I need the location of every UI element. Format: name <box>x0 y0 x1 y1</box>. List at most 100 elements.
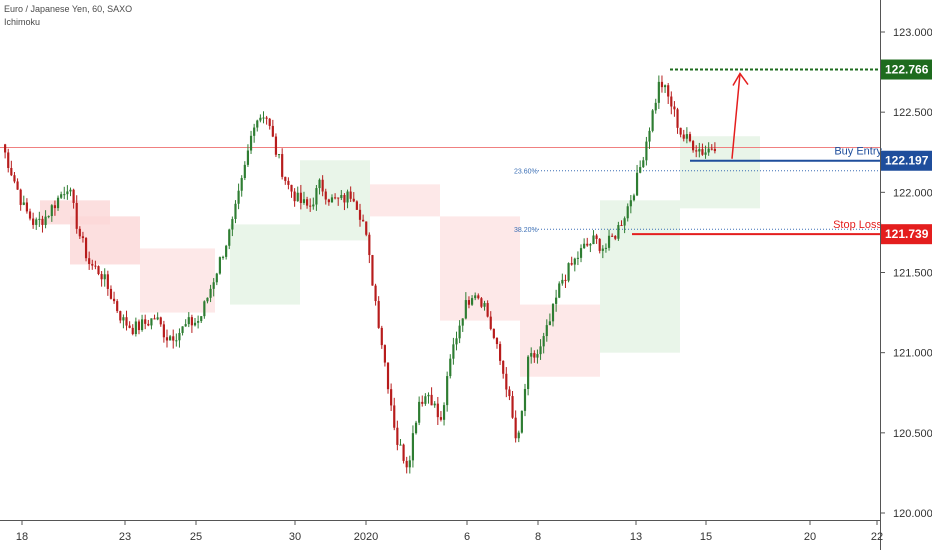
time-axis[interactable]: 18 23 25 30 2020 6 8 13 15 20 22 <box>0 520 883 543</box>
candle-body <box>209 288 212 298</box>
candle-body <box>190 317 193 326</box>
candle-body <box>663 85 667 88</box>
candle-body <box>78 228 81 237</box>
time-tick-label: 22 <box>871 531 883 543</box>
candle-body <box>7 152 10 168</box>
ichimoku-cloud <box>70 216 140 265</box>
candle-body <box>601 248 604 251</box>
candle-body <box>19 189 22 205</box>
candle-body <box>583 243 586 249</box>
candle-body <box>514 417 517 439</box>
candle-body <box>262 117 265 119</box>
candle-body <box>657 81 660 103</box>
candle-body <box>84 238 88 259</box>
candle-body <box>53 205 57 209</box>
ichimoku-cloud <box>230 224 300 305</box>
candle-body <box>60 194 63 198</box>
candle-body <box>44 216 47 225</box>
candle-body <box>312 204 315 207</box>
time-tick-label: 13 <box>630 531 642 543</box>
candle-body <box>337 197 340 199</box>
candle-body <box>371 255 374 286</box>
ichimoku-cloud <box>140 248 215 313</box>
candle-body <box>604 247 608 249</box>
candle-body <box>56 197 60 209</box>
candle-body <box>47 216 50 218</box>
time-tick-label: 23 <box>119 531 131 543</box>
candle-body <box>427 394 430 397</box>
candle-body <box>346 191 349 203</box>
candle-body <box>131 327 134 335</box>
candle-body <box>505 373 508 390</box>
candle-body <box>315 188 318 205</box>
candle-body <box>682 134 685 139</box>
candle-body <box>259 117 262 121</box>
candle-body <box>162 324 165 338</box>
candle-body <box>88 258 91 264</box>
candle-body <box>240 178 243 191</box>
candle-body <box>430 394 433 406</box>
price-tick-label: 122.000 <box>893 187 932 199</box>
ichimoku-cloud <box>300 160 370 241</box>
candle-body <box>106 274 109 289</box>
candle-body <box>203 301 206 317</box>
ichimoku-cloud <box>600 200 680 353</box>
price-tick-label: 120.000 <box>893 508 932 520</box>
candle-body <box>100 274 103 280</box>
candle-body <box>97 266 100 275</box>
candle-body <box>598 238 601 251</box>
candle-body <box>249 135 253 151</box>
candle-body <box>156 317 159 320</box>
candle-body <box>626 206 629 219</box>
candle-body <box>200 316 203 322</box>
candle-body <box>492 328 495 338</box>
candle-body <box>122 317 125 321</box>
candle-body <box>69 189 72 192</box>
price-axis[interactable]: 123.000 122.500 122.000 121.500 121.000 120.5… <box>880 0 932 550</box>
candle-body <box>654 102 657 111</box>
candle-body <box>178 332 181 341</box>
candle-body <box>495 337 499 345</box>
time-tick-label: 2020 <box>354 531 378 543</box>
candle-body <box>231 219 234 230</box>
candle-body <box>330 197 334 203</box>
candle-body <box>670 96 673 107</box>
candle-body <box>639 167 642 173</box>
candle-body <box>679 127 682 135</box>
candle-body <box>119 311 122 321</box>
stop-loss-label: Stop Loss <box>833 219 882 231</box>
fib-label: 23.60% <box>514 169 538 176</box>
candle-body <box>530 353 533 357</box>
candle-body <box>446 376 449 406</box>
candle-body <box>35 219 38 225</box>
candle-body <box>617 225 620 239</box>
candle-body <box>396 427 399 445</box>
candle-body <box>91 263 94 266</box>
candle-body <box>551 303 555 322</box>
candle-body <box>545 325 548 337</box>
candle-body <box>81 236 85 239</box>
candle-body <box>421 401 424 404</box>
candle-body <box>16 181 19 190</box>
candle-body <box>667 85 670 97</box>
fib-levels: 23.60% 38.20% <box>514 169 880 234</box>
candle-body <box>10 167 13 176</box>
candle-body <box>287 180 290 185</box>
candle-body <box>187 317 190 325</box>
candle-body <box>271 125 274 137</box>
target-price-label: 122.766 <box>885 63 929 77</box>
candle-body <box>290 184 293 192</box>
candle-body <box>150 318 153 326</box>
candle-body <box>368 234 371 256</box>
candle-body <box>692 141 695 151</box>
target-price-tag <box>881 59 932 80</box>
price-tick-label: 123.000 <box>893 27 932 39</box>
candle-body <box>651 110 654 131</box>
candle-body <box>296 192 299 202</box>
candle-body <box>439 417 443 420</box>
candle-body <box>620 225 623 227</box>
candle-body <box>673 106 676 110</box>
candle-body <box>474 295 477 299</box>
candle-body <box>22 202 25 205</box>
